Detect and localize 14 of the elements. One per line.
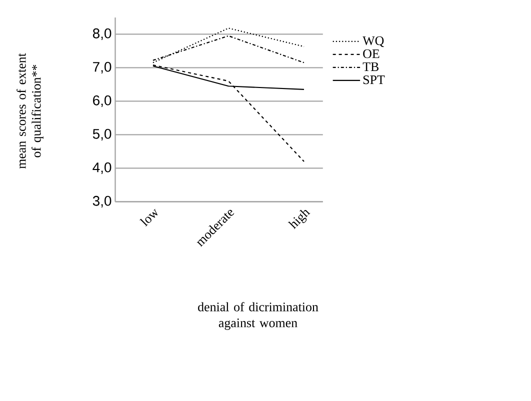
x-tick-label: low [139, 208, 158, 227]
y-tick-label: 4,0 [92, 162, 112, 174]
y-tick-label: 8,0 [92, 28, 112, 40]
y-tick-label: 7,0 [93, 62, 112, 74]
legend-label: TB [362, 62, 379, 71]
legend-label: WQ [362, 36, 384, 48]
y-tick-label: 5,0 [92, 128, 112, 140]
legend-label: SPT [363, 75, 385, 84]
y-axis-title: mean scores of extent of qualification** [16, 53, 44, 169]
legend-label: OE [363, 49, 380, 58]
y-tick-label: 3,0 [92, 196, 112, 208]
y-tick-label: 6,0 [93, 95, 112, 107]
x-axis-title: denial of dicrimination against women [198, 302, 318, 330]
x-tick-label: high [288, 210, 310, 230]
